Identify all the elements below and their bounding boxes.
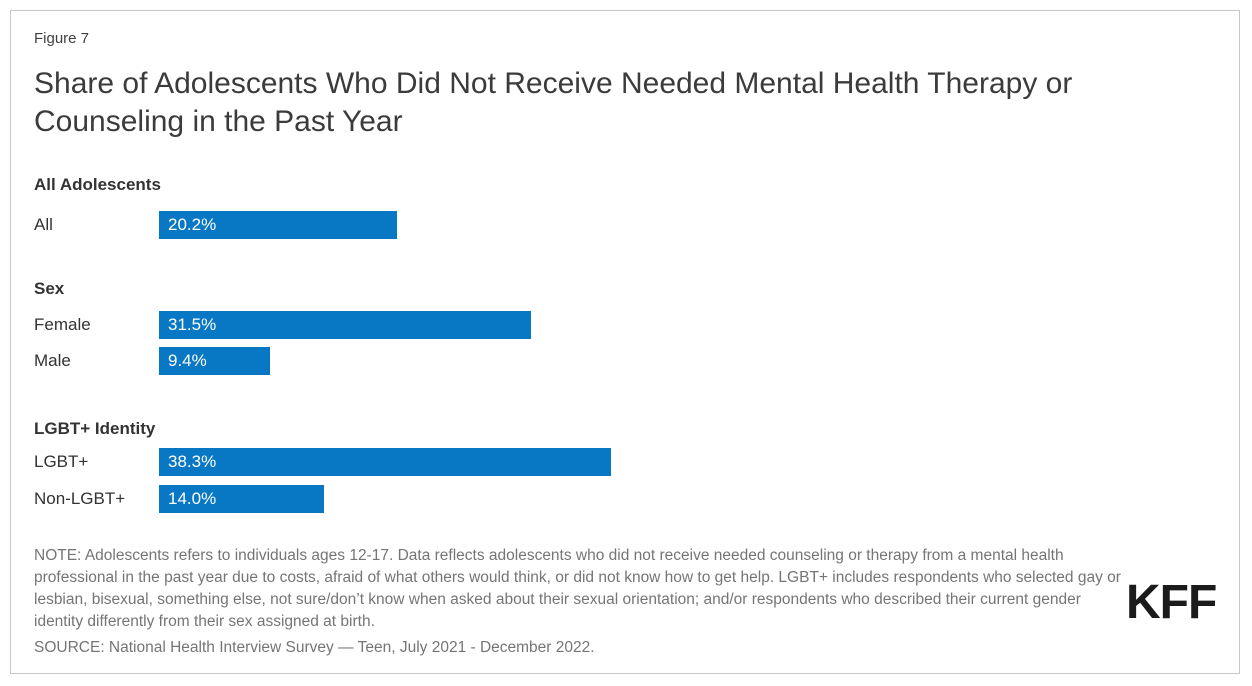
footnotes-block: NOTE: Adolescents refers to individuals … [34,545,1126,659]
note-text: NOTE: Adolescents refers to individuals … [34,547,1121,630]
bar-row: Female 31.5% [34,311,1215,339]
category-label: Female [34,315,91,334]
bar-row: Non-LGBT+ 14.0% [34,485,1215,513]
category-label: LGBT+ [34,452,89,471]
chart-title: Share of Adolescents Who Did Not Receive… [34,67,1073,138]
bar-value-label: 20.2% [168,215,217,234]
bar-row: All 20.2% [34,211,1215,239]
section-header: Sex [34,279,65,298]
section-header: LGBT+ Identity [34,419,156,438]
bar-value-label: 14.0% [168,489,217,508]
figure-frame: Figure 7 Share of Adolescents Who Did No… [10,10,1240,674]
bar-value-label: 38.3% [168,452,217,471]
bar-chart: All Adolescents All 20.2% Sex Female 31.5% Mal… [34,175,1215,513]
bar-row: LGBT+ 38.3% [34,448,1215,476]
value-bar: 20.2% [159,211,397,239]
category-label: All [34,215,53,234]
value-bar: 38.3% [159,448,611,476]
figure-content: Figure 7 Share of Adolescents Who Did No… [11,11,1239,659]
bar-value-label: 31.5% [168,315,217,334]
value-bar: 31.5% [159,311,531,339]
value-bar: 14.0% [159,485,324,513]
value-bar: 9.4% [159,347,270,375]
bar-row: Male 9.4% [34,347,1215,375]
section-header: All Adolescents [34,175,161,194]
figure-footer: NOTE: Adolescents refers to individuals … [34,545,1217,659]
kff-logo: KFF [1126,575,1217,629]
category-label: Male [34,351,71,370]
source-text: SOURCE: National Health Interview Survey… [34,639,595,656]
category-label: Non-LGBT+ [34,489,126,508]
bar-value-label: 9.4% [168,351,207,370]
figure-number-label: Figure 7 [34,30,90,47]
